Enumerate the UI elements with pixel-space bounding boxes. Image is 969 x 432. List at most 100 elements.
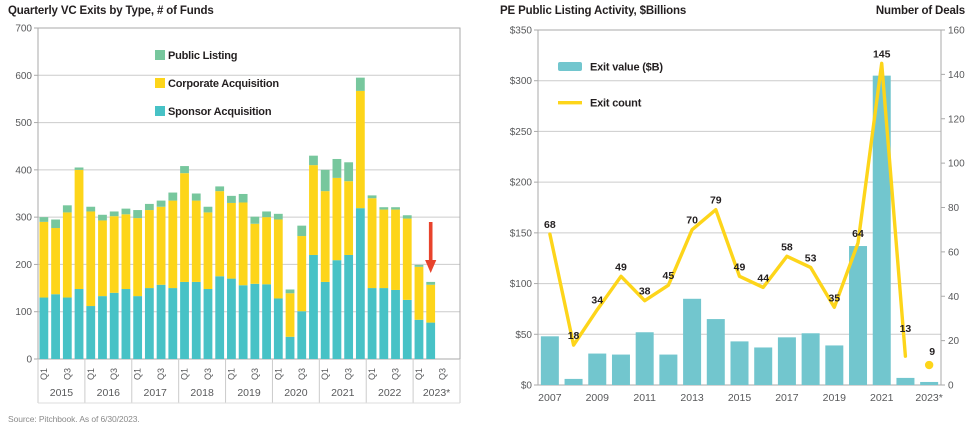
bar-segment	[426, 281, 436, 285]
bar-segment	[402, 218, 412, 300]
bar-segment	[51, 294, 60, 359]
exit-value-bar	[540, 336, 559, 385]
left-y-tick-label: 600	[15, 71, 32, 82]
right-axis-title: Number of Deals	[875, 5, 965, 17]
bar-segment	[121, 208, 131, 215]
exit-value-bar	[588, 353, 607, 385]
year-label: 2022	[378, 387, 402, 399]
bar-segment	[133, 218, 143, 297]
bar-segment	[133, 210, 143, 219]
bar-segment	[86, 306, 96, 359]
bar-segment	[379, 288, 389, 359]
bar-segment	[168, 192, 178, 201]
left-y-tick-label: 300	[15, 213, 32, 224]
bar-segment	[180, 281, 189, 359]
year-label: 2023*	[915, 392, 942, 404]
bar-segment	[191, 281, 201, 359]
bar-segment	[320, 169, 330, 192]
exit-value-bars	[540, 75, 939, 385]
bar-segment	[262, 284, 271, 359]
quarter-tick-label: Q1	[367, 368, 377, 380]
bar-segment	[227, 202, 236, 279]
bar-segment	[391, 289, 400, 359]
deals-tick-label: 20	[948, 336, 960, 347]
data-label: 53	[805, 252, 817, 264]
bar-segment	[98, 220, 107, 297]
bar-segment	[144, 203, 154, 211]
bar-segment	[133, 296, 143, 359]
quarter-tick-label: Q1	[414, 368, 424, 380]
data-label: 70	[686, 215, 698, 227]
bar-segment	[98, 214, 107, 221]
bar-segment	[203, 289, 213, 359]
bar-segment	[98, 296, 107, 359]
data-label: 68	[544, 219, 556, 231]
data-label: 18	[568, 330, 580, 342]
right-chart-title: PE Public Listing Activity, $Billions	[500, 5, 687, 17]
bar-segment	[86, 206, 96, 212]
data-label: 9	[929, 346, 935, 358]
bar-segment	[355, 90, 365, 209]
dollar-tick-label: $100	[510, 279, 533, 290]
bar-segment	[156, 200, 166, 207]
bar-segment	[250, 223, 260, 284]
bar-segment	[215, 276, 225, 359]
bar-segment	[238, 285, 248, 359]
dollar-tick-label: $250	[510, 127, 533, 138]
bar-segment	[203, 212, 213, 290]
bar-segment	[156, 284, 166, 359]
data-label: 34	[591, 295, 603, 307]
year-label: 2019	[237, 387, 261, 399]
bar-segment	[62, 297, 72, 359]
quarter-tick-label: Q3	[203, 368, 213, 380]
legend-label: Exit value ($B)	[590, 62, 663, 74]
deals-tick-label: 40	[948, 292, 960, 303]
bar-segment	[203, 206, 213, 213]
vc-exit-bars	[39, 77, 436, 359]
legend-swatch	[155, 50, 165, 60]
exit-value-bar	[920, 381, 939, 385]
year-label: 2017	[775, 392, 799, 404]
data-label: 13	[900, 323, 912, 335]
bar-segment	[367, 198, 377, 289]
exit-count-line	[548, 61, 908, 358]
year-label: 2021	[870, 392, 894, 404]
bar-segment	[39, 297, 49, 359]
data-label: 79	[710, 195, 722, 207]
bar-segment	[332, 158, 342, 178]
left-y-tick-label: 0	[26, 355, 32, 366]
exit-value-bar	[872, 75, 891, 385]
bar-segment	[297, 236, 307, 312]
left-y-tick-label: 500	[15, 118, 32, 129]
year-label: 2015	[50, 387, 74, 399]
bar-segment	[144, 288, 154, 359]
bar-segment	[62, 212, 72, 298]
bar-segment	[285, 293, 295, 337]
exit-value-bar	[635, 332, 654, 385]
year-label: 2017	[144, 387, 168, 399]
data-label: 49	[734, 261, 746, 273]
bar-segment	[379, 209, 389, 289]
bar-segment	[414, 266, 424, 320]
bar-segment	[227, 278, 236, 359]
deals-tick-label: 160	[948, 26, 965, 37]
bar-segment	[320, 191, 330, 282]
source-note: Source: Pitchbook. As of 6/30/2023.	[8, 414, 140, 424]
bar-segment	[297, 225, 307, 237]
year-label: 2013	[680, 392, 704, 404]
dollar-tick-label: $350	[510, 26, 533, 37]
year-label: 2023*	[423, 387, 450, 399]
bar-segment	[51, 228, 60, 295]
left-y-tick-label: 700	[15, 24, 32, 35]
legend-label: Sponsor Acquisition	[168, 106, 272, 118]
left-chart-title: Quarterly VC Exits by Type, # of Funds	[8, 5, 214, 17]
bar-segment	[273, 213, 283, 220]
bar-segment	[180, 173, 189, 282]
quarter-tick-label: Q3	[62, 368, 72, 380]
exit-value-bar	[777, 337, 796, 385]
year-label: 2021	[331, 387, 355, 399]
bar-segment	[191, 200, 201, 282]
exit-value-bar	[849, 246, 868, 385]
